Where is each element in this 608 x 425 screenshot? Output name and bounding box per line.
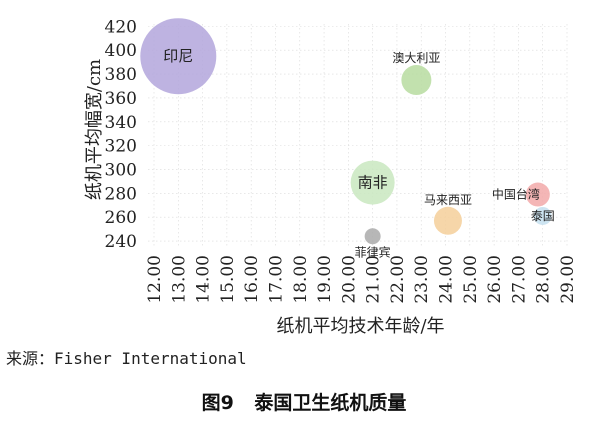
source-note: 来源：Fisher International bbox=[6, 349, 247, 368]
bubble-label-5: 中国台湾 bbox=[492, 187, 540, 202]
bubble-label-6: 泰国 bbox=[531, 209, 555, 223]
x-tick-label-11: 23.00 bbox=[412, 255, 432, 304]
x-tick-label-9: 21.00 bbox=[364, 255, 384, 304]
y-tick-label-4: 320 bbox=[105, 137, 137, 157]
bubble-0 bbox=[140, 18, 217, 95]
bubble-label-3: 菲律宾 bbox=[355, 244, 391, 259]
bubble-3 bbox=[364, 228, 381, 245]
y-tick-label-3: 300 bbox=[105, 160, 137, 180]
bubble-6 bbox=[533, 206, 552, 225]
bubble-label-4: 马来西亚 bbox=[424, 193, 472, 207]
y-tick-label-5: 340 bbox=[105, 113, 137, 133]
y-tick-label-0: 240 bbox=[105, 232, 137, 252]
x-tick-label-0: 12.00 bbox=[145, 255, 165, 304]
bubble-2 bbox=[350, 160, 395, 205]
x-tick-label-16: 28.00 bbox=[534, 255, 554, 304]
x-tick-label-17: 29.00 bbox=[558, 255, 578, 304]
x-tick-label-10: 22.00 bbox=[388, 255, 408, 304]
x-tick-label-4: 16.00 bbox=[242, 255, 262, 304]
x-tick-label-3: 15.00 bbox=[218, 255, 238, 304]
x-tick-label-1: 13.00 bbox=[169, 255, 189, 304]
x-tick-label-2: 14.00 bbox=[194, 255, 214, 304]
bubble-4 bbox=[433, 206, 462, 235]
y-tick-label-7: 380 bbox=[105, 65, 137, 85]
x-tick-label-6: 18.00 bbox=[291, 255, 311, 304]
bubble-1 bbox=[401, 65, 432, 96]
y-tick-label-6: 360 bbox=[105, 89, 137, 109]
y-tick-labels: 240 260 280 300 320 340 360 380 400 420 bbox=[105, 17, 137, 252]
x-tick-label-15: 27.00 bbox=[509, 255, 529, 304]
y-tick-label-9: 420 bbox=[105, 17, 137, 37]
figure-caption: 图9 泰国卫生纸机质量 bbox=[201, 392, 407, 414]
x-tick-label-12: 24.00 bbox=[437, 255, 457, 304]
x-tick-label-7: 19.00 bbox=[315, 255, 335, 304]
y-tick-label-1: 260 bbox=[105, 208, 137, 228]
x-tick-label-14: 26.00 bbox=[485, 255, 505, 304]
y-tick-label-2: 280 bbox=[105, 184, 137, 204]
x-axis-title: 纸机平均技术年龄/年 bbox=[276, 316, 444, 337]
x-tick-labels: 12.00 13.00 14.00 15.00 16.00 17.00 18.00 19.00… bbox=[145, 255, 578, 304]
bubble-label-0: 印尼 bbox=[163, 47, 193, 65]
x-tick-label-8: 20.00 bbox=[339, 255, 359, 304]
bubble-5 bbox=[525, 182, 550, 207]
x-tick-label-13: 25.00 bbox=[461, 255, 481, 304]
y-tick-label-8: 400 bbox=[105, 41, 137, 61]
x-tick-label-5: 17.00 bbox=[266, 255, 286, 304]
bubble-label-2: 南非 bbox=[358, 174, 388, 192]
y-axis-title: 纸机平均幅宽/cm bbox=[84, 59, 105, 200]
bubble-label-1: 澳大利亚 bbox=[392, 51, 440, 65]
